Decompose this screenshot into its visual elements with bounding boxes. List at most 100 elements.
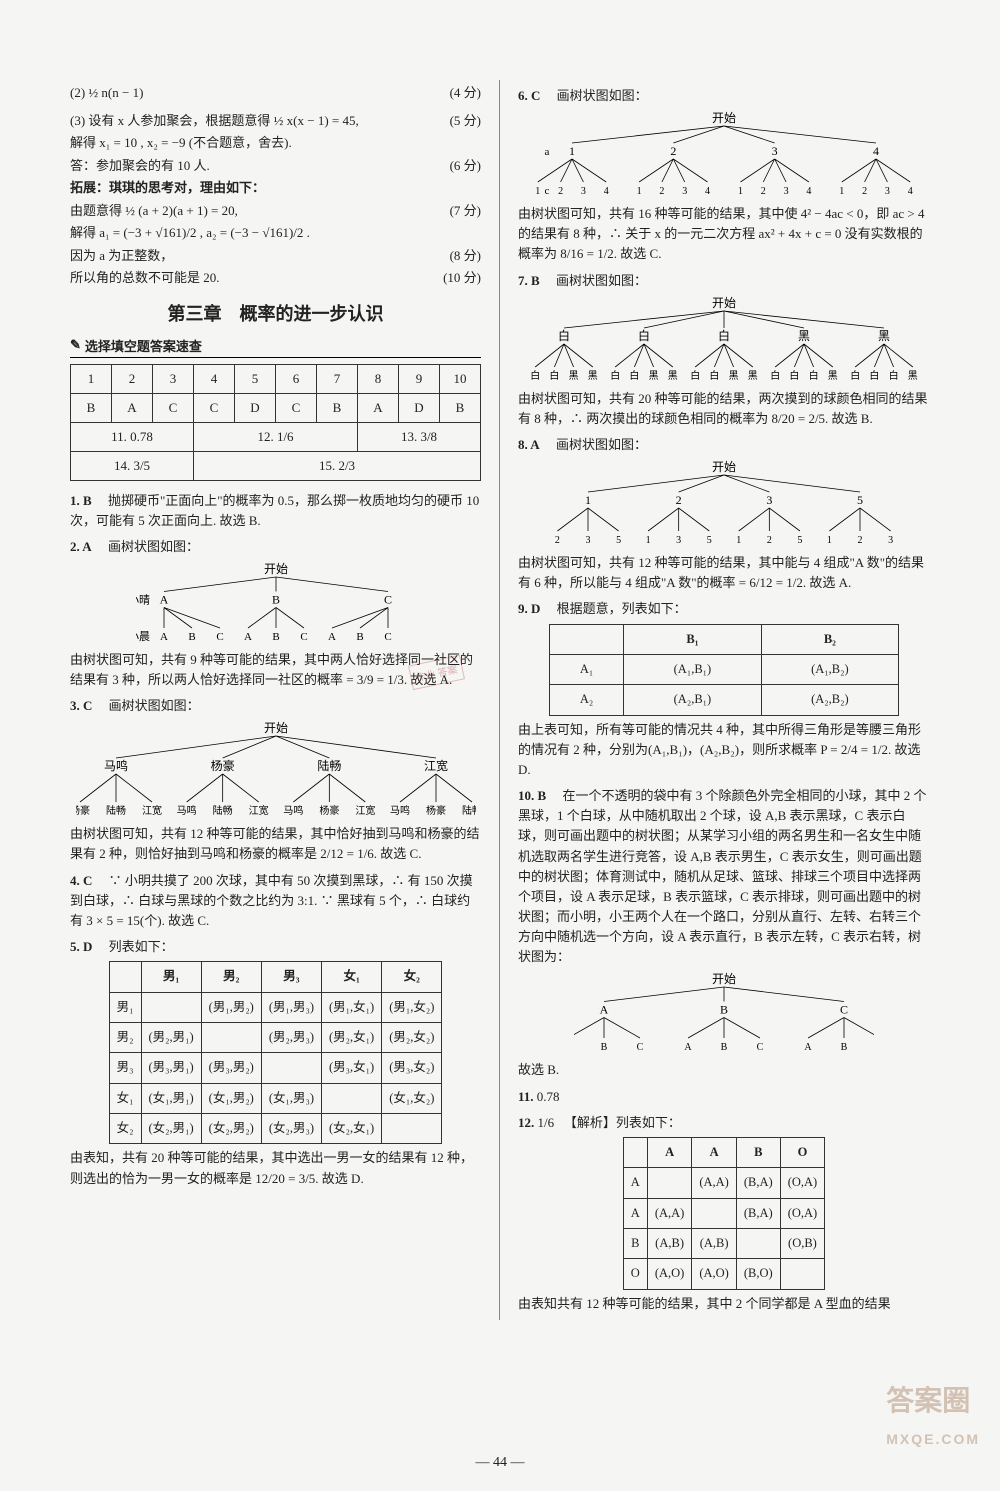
q7-body: 画树状图如图： bbox=[556, 273, 647, 288]
svg-text:C: C bbox=[840, 1003, 848, 1017]
svg-text:黑: 黑 bbox=[748, 370, 758, 382]
svg-text:开始: 开始 bbox=[712, 111, 736, 125]
pre-l2: (3) 设有 x 人参加聚会，根据题意得 ½ x(x − 1) = 45, bbox=[70, 113, 359, 128]
svg-text:B: B bbox=[841, 1042, 848, 1053]
svg-text:陆畅: 陆畅 bbox=[212, 804, 232, 817]
pencil-icon bbox=[70, 337, 81, 353]
q12-hint: 【解析】列表如下： bbox=[570, 1115, 681, 1130]
svg-text:A: A bbox=[159, 592, 168, 606]
q10-body: 在一个不透明的袋中有 3 个除颜色外完全相同的小球，其中 2 个黑球，1 个白球… bbox=[518, 788, 926, 964]
svg-text:白: 白 bbox=[718, 328, 730, 343]
svg-text:1: 1 bbox=[839, 186, 844, 197]
q12-conc: 由表知共有 12 种等可能的结果，其中 2 个同学都是 A 型血的结果 bbox=[518, 1296, 891, 1311]
svg-text:开始: 开始 bbox=[263, 721, 287, 735]
svg-text:a: a bbox=[545, 146, 550, 158]
answer-table: 12345678910 BACCDCBADB 11. 0.7812. 1/613… bbox=[70, 364, 481, 481]
svg-text:3: 3 bbox=[772, 144, 778, 158]
svg-text:小晴: 小晴 bbox=[136, 593, 150, 606]
q6-body: 画树状图如图： bbox=[557, 88, 648, 103]
q8-head: 8. A bbox=[518, 437, 540, 452]
svg-text:陆畅: 陆畅 bbox=[106, 804, 126, 817]
q2-tree: 开始小晴ABC小晨ABCABCABC bbox=[136, 561, 416, 646]
svg-text:C: C bbox=[216, 631, 223, 643]
q3-conc: 由树状图可知，共有 12 种等可能的结果，其中恰好抽到马鸣和杨豪的结果有 2 种… bbox=[70, 826, 480, 861]
pre-l5: 拓展：琪琪的思考对，理由如下： bbox=[70, 178, 481, 198]
svg-text:3: 3 bbox=[885, 186, 890, 197]
q6-tree: 开始a1234c1234123412341234 bbox=[534, 110, 914, 200]
svg-text:江宽: 江宽 bbox=[423, 758, 447, 773]
pre-l1: (2) ½ n(n − 1) bbox=[70, 85, 143, 100]
svg-text:马鸣: 马鸣 bbox=[176, 804, 196, 817]
svg-text:3: 3 bbox=[682, 186, 687, 197]
svg-text:小晨: 小晨 bbox=[136, 630, 150, 643]
svg-text:1: 1 bbox=[646, 535, 651, 546]
svg-text:黑: 黑 bbox=[729, 370, 739, 382]
q12-ans: 1/6 bbox=[538, 1115, 555, 1130]
q8: 8. A 画树状图如图： 开始1235235135125123 由树状图可知，共… bbox=[518, 435, 930, 593]
svg-text:2: 2 bbox=[767, 535, 772, 546]
svg-text:5: 5 bbox=[616, 535, 621, 546]
svg-text:2: 2 bbox=[555, 535, 560, 546]
svg-text:白: 白 bbox=[850, 369, 860, 382]
svg-text:白: 白 bbox=[789, 369, 799, 382]
svg-text:江宽: 江宽 bbox=[142, 804, 162, 817]
q7-tree: 开始白白白黑黑白白黑黑白白黑黑白白黑黑白白白黑白白白黑 bbox=[524, 295, 924, 385]
q7: 7. B 画树状图如图： 开始白白白黑黑白白黑黑白白黑黑白白黑黑白白白黑白白白黑… bbox=[518, 271, 930, 429]
q9-conc: 由上表可知，所有等可能的情况共 4 种，其中所得三角形是等腰三角形的情况有 2 … bbox=[518, 722, 921, 777]
svg-text:白: 白 bbox=[869, 369, 879, 382]
svg-text:B: B bbox=[188, 631, 195, 643]
q6: 6. C 画树状图如图： 开始a1234c1234123412341234 由树… bbox=[518, 86, 930, 265]
svg-text:白: 白 bbox=[770, 369, 780, 382]
svg-text:A: A bbox=[804, 1042, 812, 1053]
q3-body: 画树状图如图： bbox=[109, 698, 200, 713]
q3-tree: 开始马鸣杨豪陆畅江宽杨豪陆畅江宽马鸣陆畅江宽马鸣杨豪江宽马鸣杨豪陆畅 bbox=[76, 720, 476, 820]
q6-head: 6. C bbox=[518, 88, 540, 103]
svg-text:杨豪: 杨豪 bbox=[76, 804, 90, 817]
q9-head: 9. D bbox=[518, 601, 540, 616]
svg-text:C: C bbox=[300, 631, 307, 643]
svg-text:杨豪: 杨豪 bbox=[210, 758, 234, 773]
svg-text:4: 4 bbox=[705, 186, 710, 197]
svg-text:2: 2 bbox=[558, 186, 563, 197]
svg-text:c: c bbox=[545, 185, 550, 197]
watermark-text: 答案圈 bbox=[886, 1385, 970, 1416]
q6-conc: 由树状图可知，共有 16 种等可能的结果，其中使 4² − 4ac < 0，即 … bbox=[518, 206, 924, 261]
q1: 1. B 抛掷硬币"正面向上"的概率为 0.5，那么掷一枚质地均匀的硬币 10 … bbox=[70, 491, 481, 531]
svg-text:1: 1 bbox=[637, 186, 642, 197]
q2-head: 2. A bbox=[70, 539, 92, 554]
right-column: 6. C 画树状图如图： 开始a1234c1234123412341234 由树… bbox=[500, 80, 940, 1320]
svg-text:江宽: 江宽 bbox=[355, 804, 375, 817]
svg-text:5: 5 bbox=[797, 535, 802, 546]
svg-text:马鸣: 马鸣 bbox=[283, 804, 303, 817]
pre-l9: 所以角的总数不可能是 20. bbox=[70, 270, 220, 285]
q2-body: 画树状图如图： bbox=[108, 539, 199, 554]
svg-text:C: C bbox=[384, 631, 391, 643]
pre-l6: 由题意得 ½ (a + 2)(a + 1) = 20, bbox=[70, 203, 238, 218]
svg-text:1: 1 bbox=[585, 493, 591, 507]
svg-text:A: A bbox=[160, 631, 168, 643]
q7-conc: 由树状图可知，共有 20 种等可能的结果，两次摸到的球颜色相同的结果有 8 种，… bbox=[518, 391, 928, 426]
svg-text:白: 白 bbox=[530, 369, 540, 382]
q8-tree: 开始1235235135125123 bbox=[554, 459, 894, 549]
q8-body: 画树状图如图： bbox=[556, 437, 647, 452]
svg-text:B: B bbox=[721, 1042, 728, 1053]
svg-text:2: 2 bbox=[670, 144, 676, 158]
watermark: 答案圈 MXQE.COM bbox=[886, 1379, 980, 1451]
pre-s9: (10 分) bbox=[443, 268, 481, 288]
svg-text:2: 2 bbox=[676, 493, 682, 507]
pre-l3: 解得 x₁ = 10 , x₂ = −9 (不合题意，舍去). bbox=[70, 133, 481, 153]
svg-text:开始: 开始 bbox=[263, 562, 287, 576]
q9-table: B₁B₂A₁(A₁,B₁)(A₁,B₂)A₂(A₂,B₁)(A₂,B₂) bbox=[549, 624, 899, 716]
svg-text:5: 5 bbox=[707, 535, 712, 546]
svg-text:黑: 黑 bbox=[588, 370, 598, 382]
watermark-url: MXQE.COM bbox=[886, 1431, 980, 1447]
pre-s8: (8 分) bbox=[450, 246, 481, 266]
q11: 11. 0.78 bbox=[518, 1087, 930, 1107]
svg-text:黑: 黑 bbox=[569, 370, 579, 382]
svg-text:3: 3 bbox=[676, 535, 681, 546]
svg-text:白: 白 bbox=[709, 369, 719, 382]
svg-text:4: 4 bbox=[806, 186, 811, 197]
q9-body: 根据题意，列表如下： bbox=[557, 601, 687, 616]
svg-text:A: A bbox=[244, 631, 252, 643]
svg-text:B: B bbox=[272, 631, 279, 643]
